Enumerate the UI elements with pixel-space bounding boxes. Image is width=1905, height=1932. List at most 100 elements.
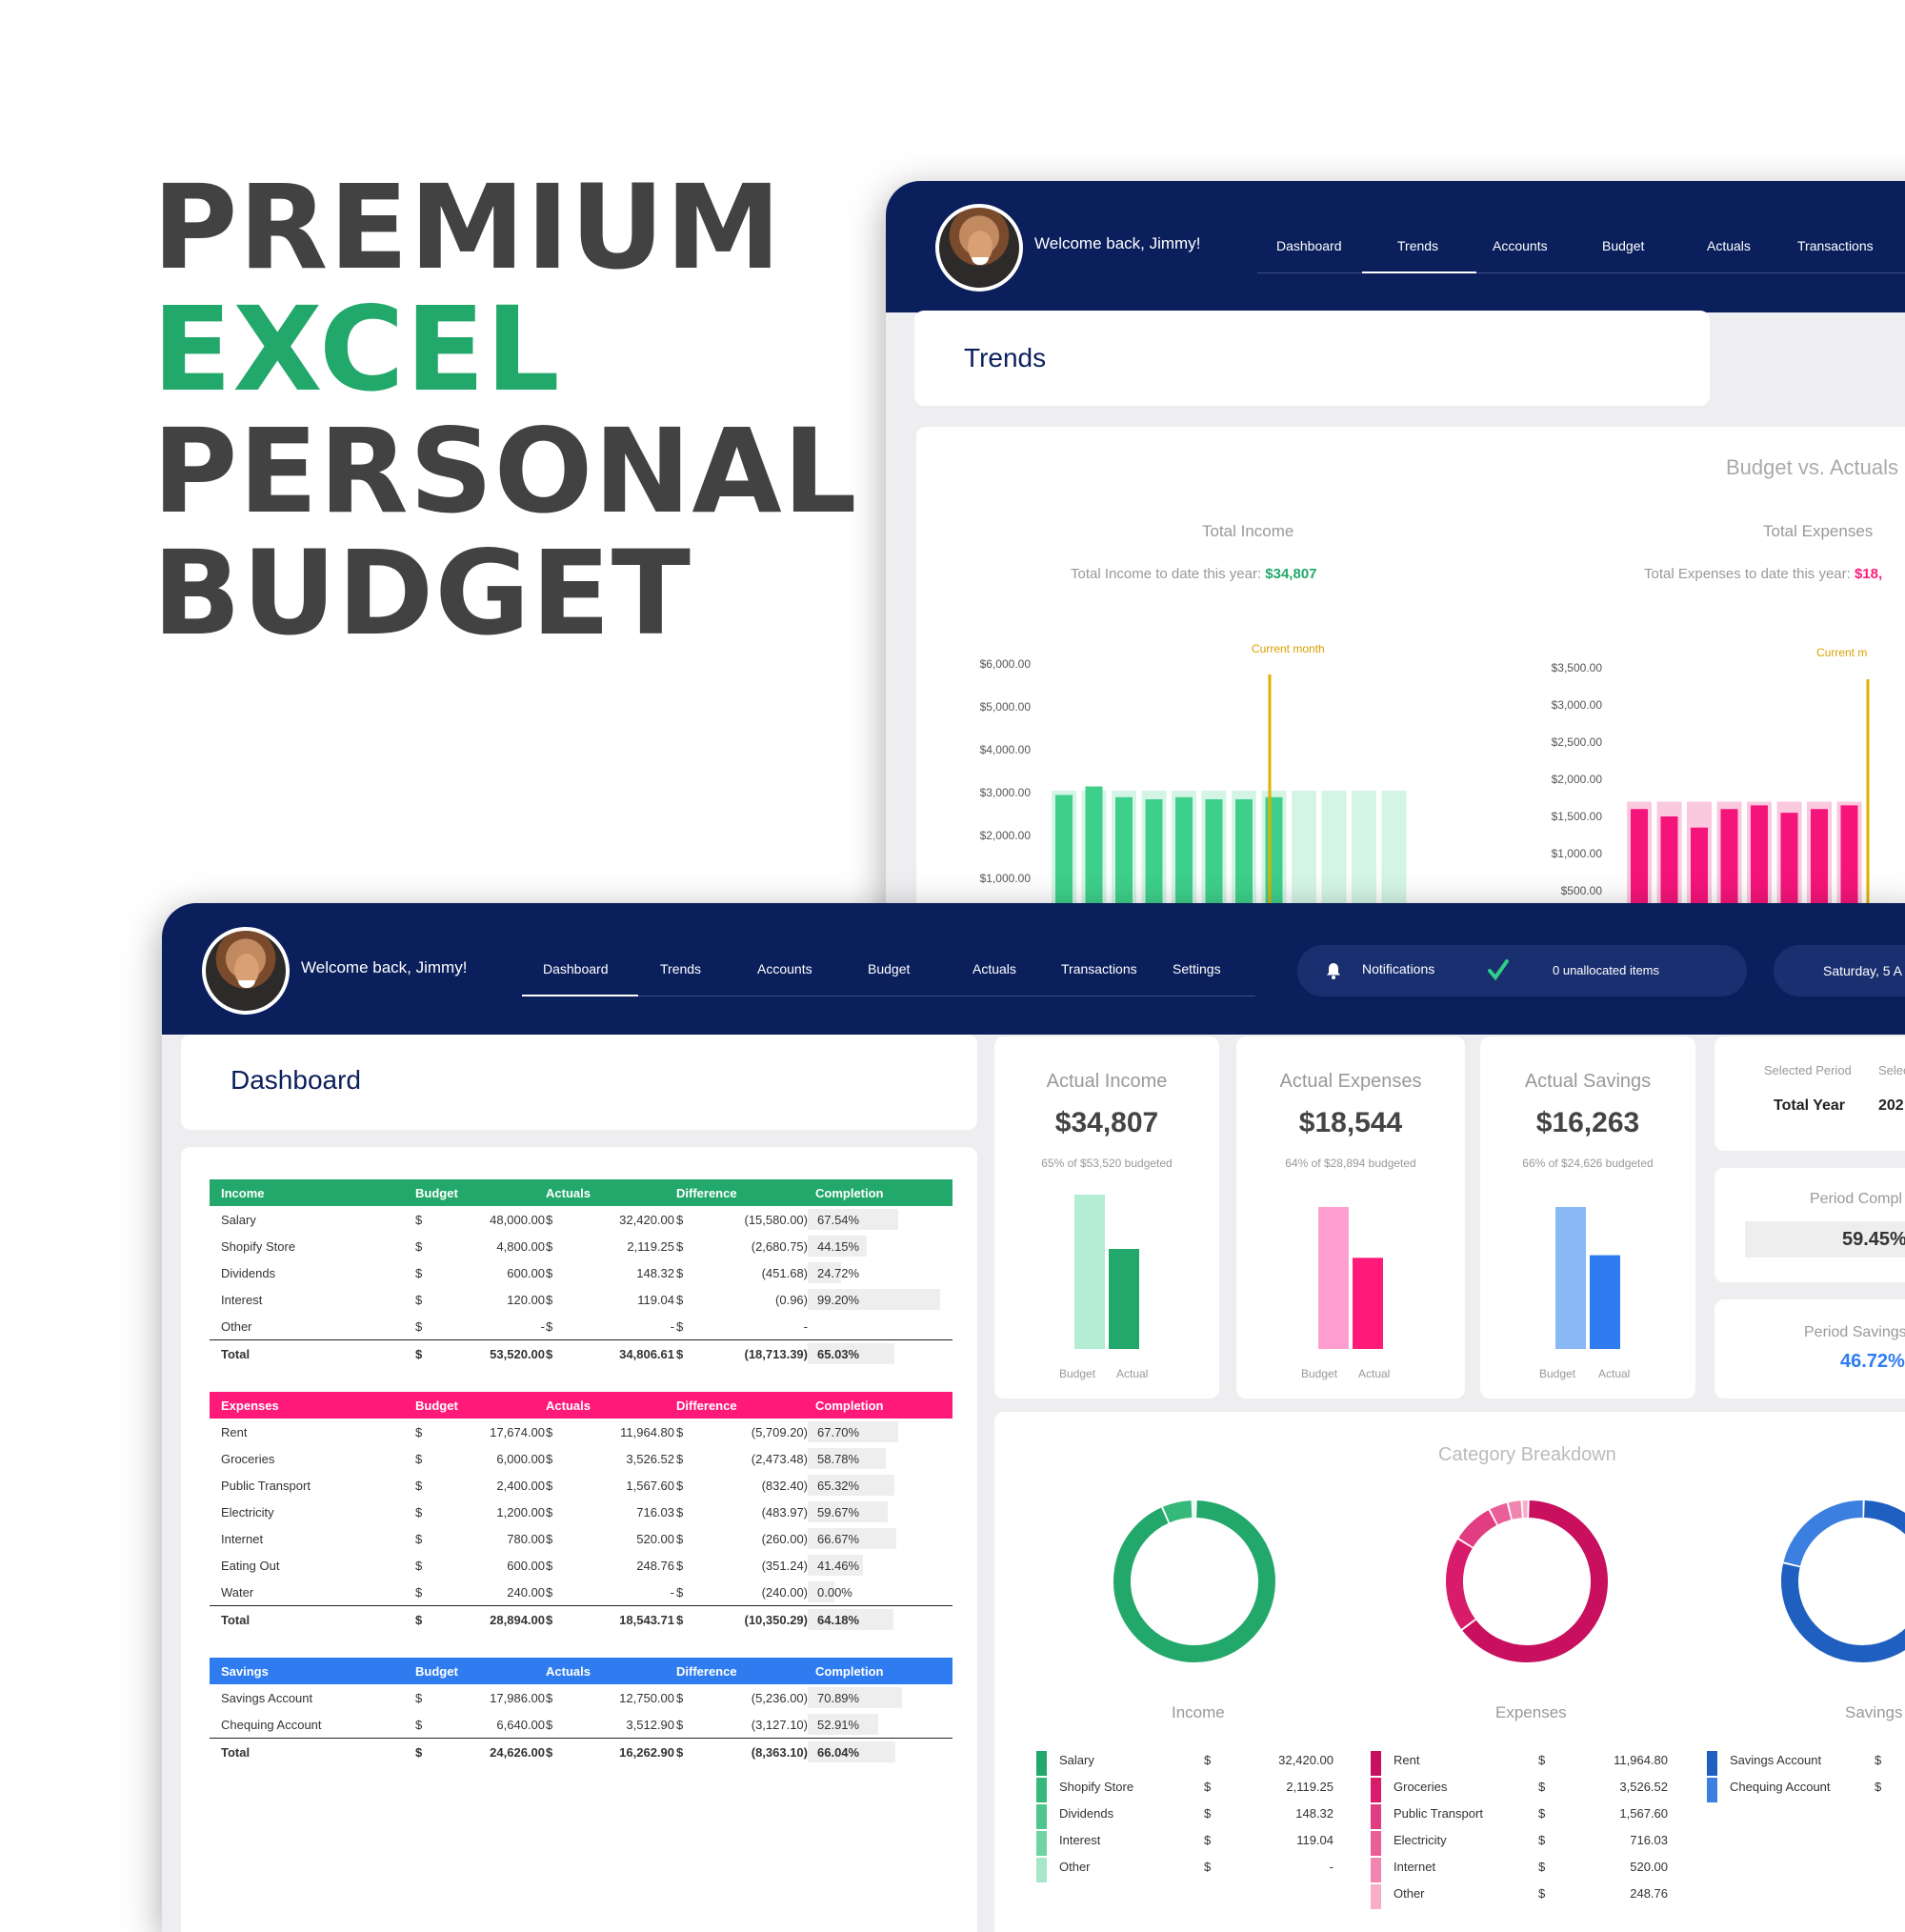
actual-income-title: Actual Income (994, 1071, 1219, 1093)
header-budget: Budget (415, 1399, 458, 1413)
budget-currency: $ (415, 1479, 422, 1493)
legend-name: Savings Account (1730, 1753, 1821, 1767)
actual-currency: $ (546, 1718, 552, 1732)
actual-currency: $ (546, 1213, 552, 1227)
donut-segment (1466, 1518, 1493, 1542)
completion-value: 65.32% (817, 1479, 859, 1493)
nav-actuals[interactable]: Actuals (1707, 238, 1751, 253)
legend-item: Rent$11,964.80 (1371, 1753, 1675, 1778)
header-category: Savings (221, 1664, 269, 1679)
selected-period-value-2[interactable]: 202 (1878, 1097, 1904, 1115)
donut-segment (1494, 1511, 1510, 1517)
budget-value: 600.00 (431, 1559, 545, 1573)
legend-currency: $ (1204, 1833, 1211, 1847)
row-name: Eating Out (221, 1559, 279, 1573)
income-ytick: $4,000.00 (954, 743, 1031, 756)
difference-currency: $ (676, 1452, 683, 1466)
legend-currency: $ (1875, 1780, 1881, 1794)
nav-budget[interactable]: Budget (868, 961, 910, 976)
notifications-label: Notifications (1362, 961, 1434, 976)
budget-currency: $ (415, 1452, 422, 1466)
income-row: Dividends$600.00$148.32$(451.68)24.72% (210, 1259, 952, 1286)
legend-value: 520.00 (1552, 1860, 1668, 1874)
completion-value: 0.00% (817, 1585, 852, 1600)
expenses-row: Water$240.00$-$(240.00)0.00% (210, 1579, 952, 1605)
difference-currency: $ (676, 1691, 683, 1705)
completion-value: 59.67% (817, 1505, 859, 1519)
budget-currency: $ (415, 1585, 422, 1600)
legend-currency: $ (1538, 1886, 1545, 1901)
budget-currency: $ (415, 1532, 422, 1546)
actual-value: 1,567.60 (562, 1479, 674, 1493)
actual-savings-card: Actual Savings $16,263 66% of $24,626 bu… (1480, 1036, 1695, 1399)
legend-currency: $ (1538, 1833, 1545, 1847)
legend-name: Salary (1059, 1753, 1094, 1767)
nav-trends[interactable]: Trends (660, 961, 701, 976)
actual-value: 12,750.00 (562, 1691, 674, 1705)
budget-value: - (431, 1319, 545, 1334)
user-avatar[interactable] (935, 204, 1023, 292)
legend-currency: $ (1875, 1753, 1881, 1767)
notifications-pill[interactable]: Notifications 0 unallocated items (1297, 945, 1747, 996)
income-ytick: $6,000.00 (954, 657, 1031, 671)
completion-value: 99.20% (817, 1293, 859, 1307)
nav-transactions[interactable]: Transactions (1061, 961, 1137, 976)
page-title: Dashboard (231, 1065, 361, 1096)
legend-name: Other (1059, 1860, 1091, 1874)
savings-donut-chart (1776, 1496, 1905, 1667)
category-breakdown-panel: Category Breakdown Income Expenses Savin… (994, 1412, 1905, 1932)
actual-currency: $ (546, 1613, 552, 1627)
period-completion-value: 59.45% (1842, 1229, 1905, 1251)
actual-currency: $ (546, 1239, 552, 1254)
difference-currency: $ (676, 1559, 683, 1573)
budget-value: 17,674.00 (431, 1425, 545, 1439)
budget-currency: $ (415, 1319, 422, 1334)
expense-ytick: $3,500.00 (1526, 661, 1602, 674)
expenses-donut-label: Expenses (1495, 1703, 1567, 1722)
income-ytick: $3,000.00 (954, 786, 1031, 799)
header-budget: Budget (415, 1664, 458, 1679)
row-name: Chequing Account (221, 1718, 322, 1732)
nav-dashboard[interactable]: Dashboard (543, 961, 609, 976)
actual-value: - (562, 1319, 674, 1334)
nav-active-indicator (522, 995, 638, 996)
legend-swatch (1371, 1751, 1381, 1776)
legend-value: 248.76 (1552, 1886, 1668, 1901)
completion-value: 67.54% (817, 1213, 859, 1227)
actual-value: 248.76 (562, 1559, 674, 1573)
nav-settings[interactable]: Settings (1173, 961, 1221, 976)
period-completion-label: Period Compl (1810, 1191, 1902, 1208)
actual-value: 148.32 (562, 1266, 674, 1280)
actual-currency: $ (546, 1585, 552, 1600)
actual-label: Actual (1598, 1367, 1630, 1380)
income-total-row: Total$53,520.00$34,806.61$(18,713.39)65.… (210, 1339, 952, 1367)
row-name: Public Transport (221, 1479, 311, 1493)
section-title: Budget vs. Actuals (1726, 455, 1898, 480)
legend-item: Public Transport$1,567.60 (1371, 1806, 1675, 1831)
legend-value: 11,964.80 (1552, 1753, 1668, 1767)
legend-currency: $ (1538, 1806, 1545, 1821)
legend-value: 3,526.52 (1552, 1780, 1668, 1794)
user-avatar[interactable] (202, 927, 290, 1015)
legend-swatch (1371, 1858, 1381, 1882)
nav-actuals[interactable]: Actuals (973, 961, 1016, 976)
row-name: Water (221, 1585, 253, 1600)
nav-accounts[interactable]: Accounts (1493, 238, 1548, 253)
difference-value: (483.97) (692, 1505, 808, 1519)
welcome-message: Welcome back, Jimmy! (1034, 234, 1200, 253)
row-name: Total (221, 1347, 250, 1361)
nav-budget[interactable]: Budget (1602, 238, 1644, 253)
budget-currency: $ (415, 1425, 422, 1439)
nav-accounts[interactable]: Accounts (757, 961, 812, 976)
income-row: Interest$120.00$119.04$(0.96)99.20% (210, 1286, 952, 1313)
nav-dashboard[interactable]: Dashboard (1276, 238, 1342, 253)
header-completion: Completion (815, 1399, 884, 1413)
selected-period-value[interactable]: Total Year (1774, 1097, 1845, 1115)
actual-value: 520.00 (562, 1532, 674, 1546)
budget-currency: $ (415, 1718, 422, 1732)
legend-swatch (1036, 1804, 1047, 1829)
header-difference: Difference (676, 1664, 737, 1679)
nav-transactions[interactable]: Transactions (1797, 238, 1874, 253)
nav-trends[interactable]: Trends (1397, 238, 1438, 253)
legend-value: 148.32 (1217, 1806, 1334, 1821)
